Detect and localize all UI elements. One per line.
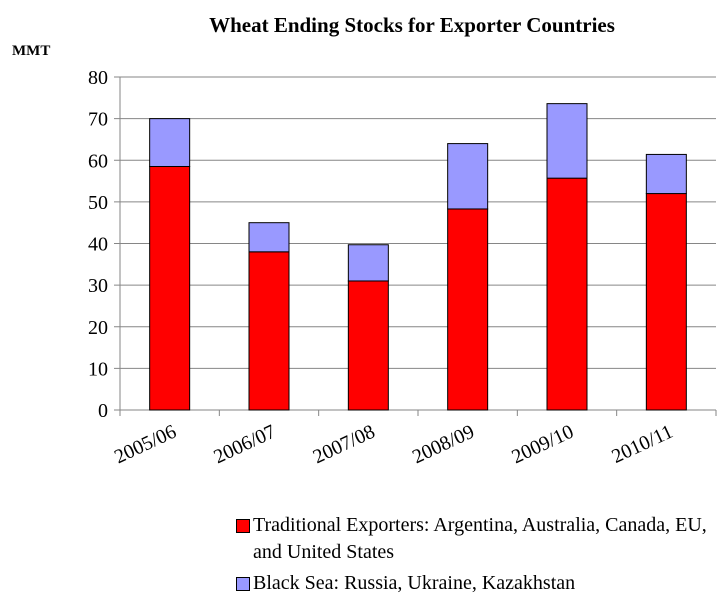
legend: Traditional Exporters: Argentina, Austra… — [236, 512, 714, 601]
y-tick-label: 40 — [88, 234, 108, 256]
legend-entry: Traditional Exporters: Argentina, Austra… — [236, 512, 714, 566]
y-tick-label: 80 — [88, 67, 108, 89]
legend-entry: Black Sea: Russia, Ukraine, Kazakhstan — [236, 570, 714, 597]
x-tick-label: 2006/07 — [210, 421, 279, 469]
y-tick-label: 70 — [88, 109, 108, 131]
y-tick-label: 50 — [88, 192, 108, 214]
x-tick-label: 2010/11 — [608, 421, 676, 468]
bar-segment — [149, 118, 191, 167]
bar-segment — [447, 208, 489, 411]
bar-segment — [347, 244, 389, 282]
chart-title: Wheat Ending Stocks for Exporter Countri… — [209, 13, 615, 37]
legend-swatch — [236, 577, 250, 591]
x-tick-label: 2008/09 — [409, 421, 478, 469]
bar-segment — [248, 251, 290, 411]
bar-segment — [546, 177, 588, 411]
bar-segment — [149, 165, 191, 411]
bar-segment — [546, 103, 588, 179]
chart: Wheat Ending Stocks for Exporter Countri… — [12, 13, 717, 469]
bar-segment — [447, 143, 489, 210]
legend-swatch — [236, 519, 250, 533]
y-tick-label: 30 — [88, 275, 108, 297]
y-tick-label: 20 — [88, 317, 108, 339]
x-tick-label: 2009/10 — [508, 421, 577, 469]
y-tick-label: 10 — [88, 358, 108, 380]
y-tick-label: 0 — [98, 400, 108, 422]
y-axis-label: MMT — [12, 43, 50, 59]
legend-label: Black Sea: Russia, Ukraine, Kazakhstan — [253, 572, 576, 594]
bar-segment — [248, 222, 290, 253]
y-tick-label: 60 — [88, 150, 108, 172]
x-tick-label: 2007/08 — [310, 421, 379, 469]
legend-label: Traditional Exporters: Argentina, Austra… — [253, 514, 707, 563]
bar-segment — [645, 193, 687, 411]
bar-segment — [645, 153, 687, 195]
x-tick-label: 2005/06 — [111, 421, 180, 469]
bar-segment — [347, 280, 389, 411]
